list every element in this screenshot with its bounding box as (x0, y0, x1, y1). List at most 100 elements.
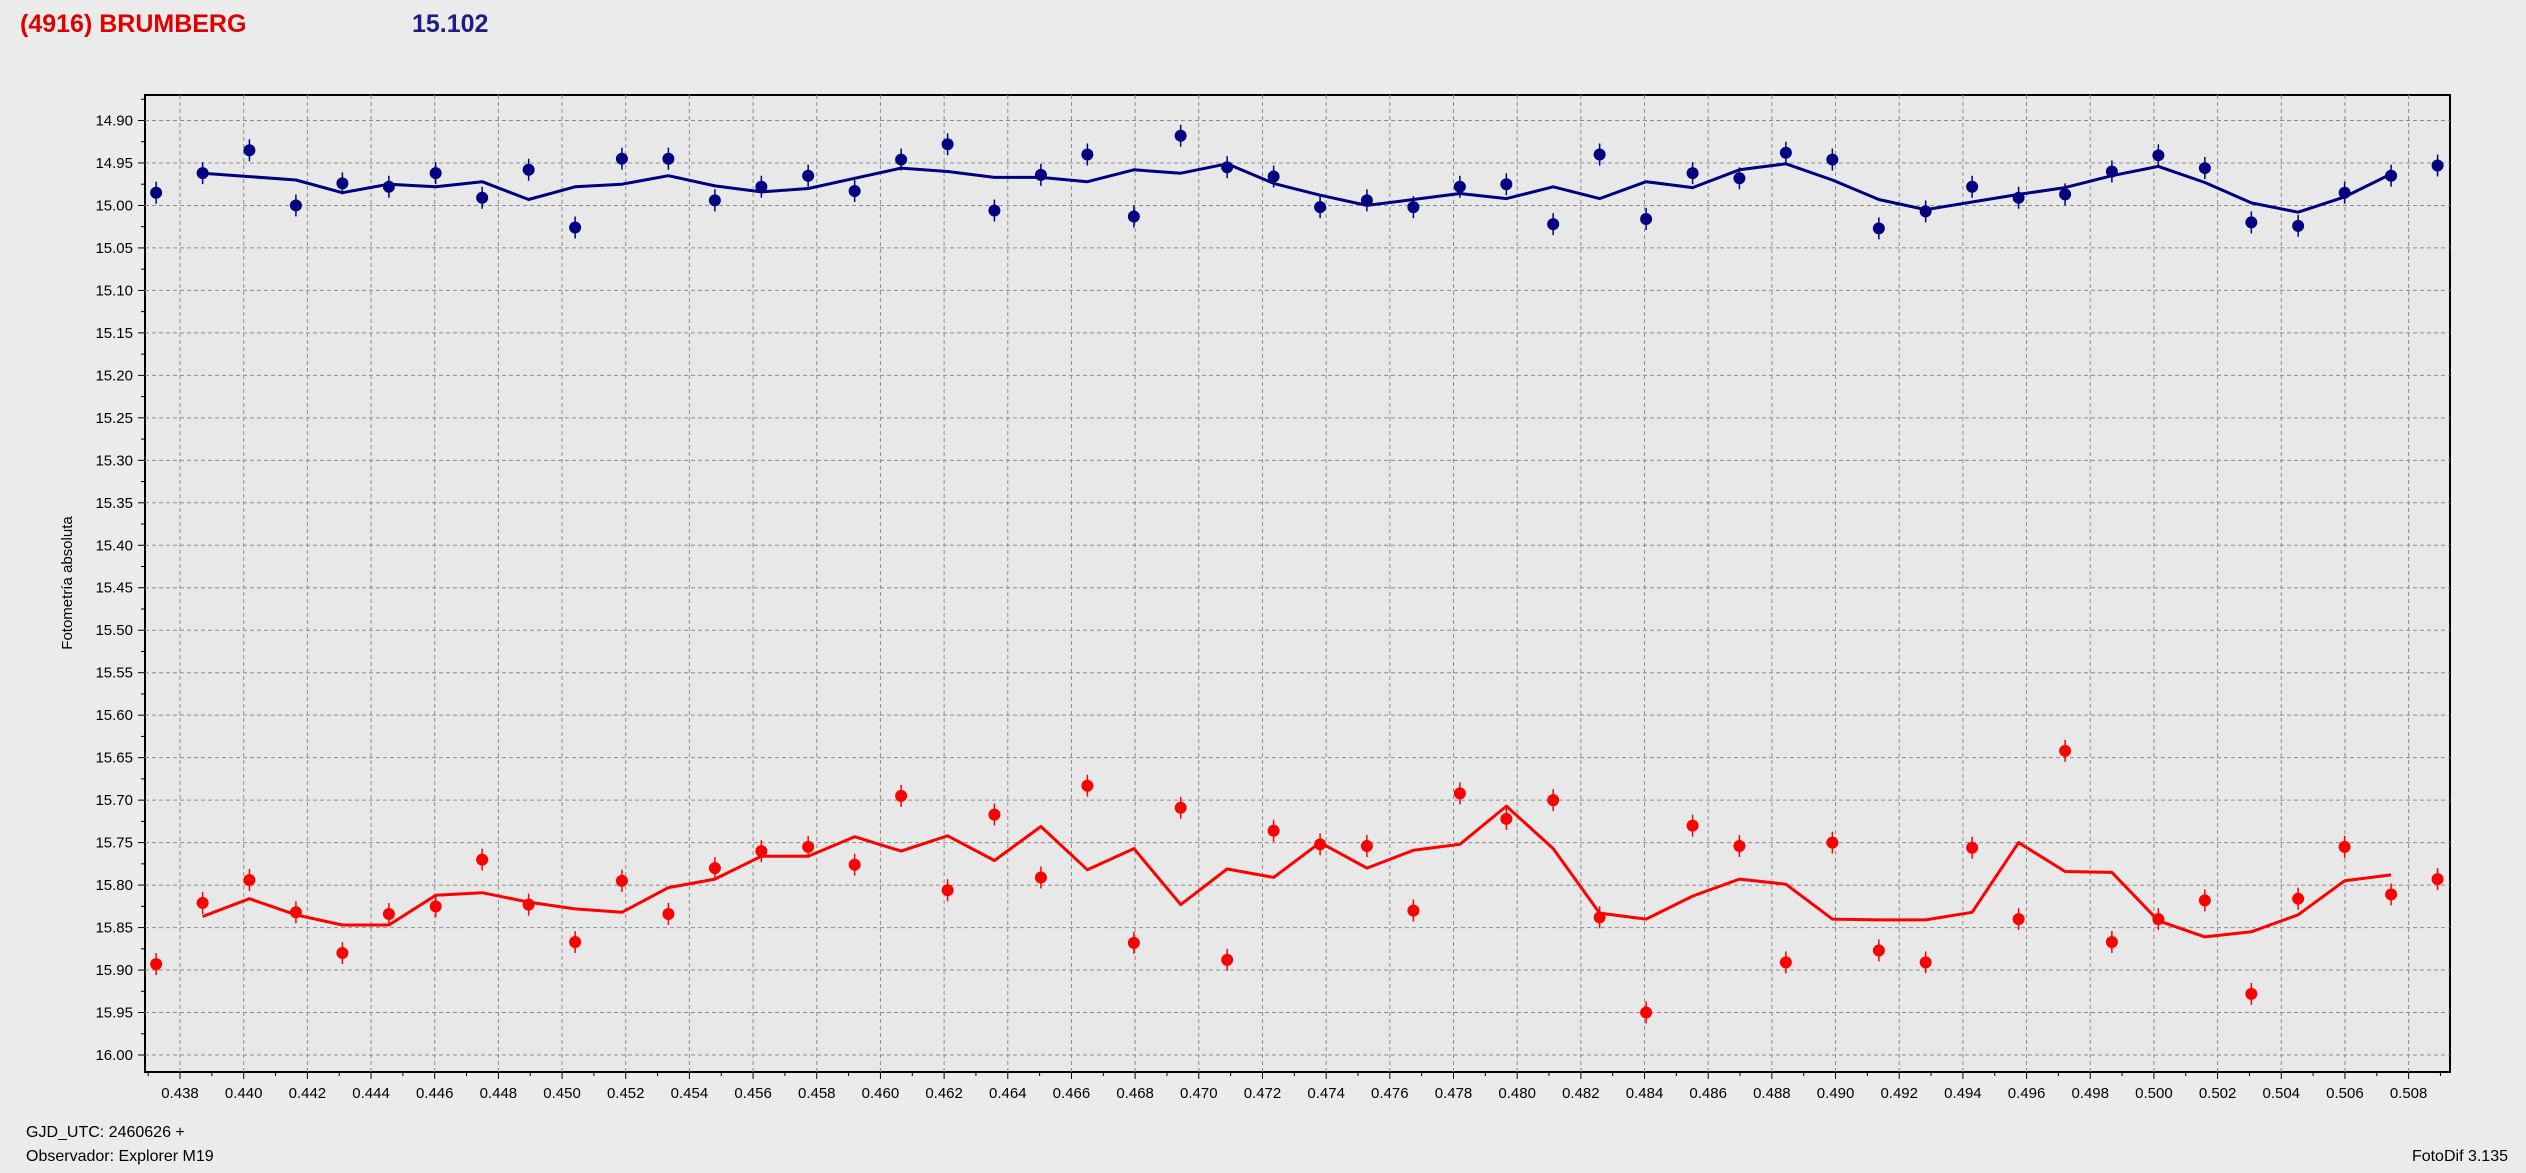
x-tick-label: 0.440 (225, 1085, 263, 1102)
x-tick-label: 0.444 (352, 1085, 390, 1102)
target-data-point (243, 873, 256, 886)
target-data-point (848, 858, 861, 871)
comparison-data-point (1453, 180, 1466, 193)
target-data-point (1081, 779, 1094, 792)
y-tick-label: 15.25 (95, 410, 133, 427)
target-data-point (1547, 794, 1560, 807)
comparison-data-point (662, 152, 675, 165)
target-data-point (1500, 812, 1513, 825)
light-curve-chart: 0.438 0.440 0.442 0.444 0.446 0.448 0.450 0.452… (59, 94, 2451, 1102)
y-tick-label: 15.40 (95, 537, 133, 554)
x-tick-label: 0.454 (671, 1085, 709, 1102)
comparison-data-point (1919, 205, 1932, 218)
comparison-data-point (2152, 149, 2165, 162)
x-tick-label: 0.496 (2008, 1085, 2046, 1102)
target-data-point (2385, 888, 2398, 901)
comparison-data-point (1779, 146, 1792, 159)
comparison-data-point (1733, 172, 1746, 185)
comparison-data-point (2105, 165, 2118, 178)
x-tick-label: 0.464 (989, 1085, 1027, 1102)
x-tick-label: 0.476 (1371, 1085, 1409, 1102)
target-data-point (1640, 1006, 1653, 1019)
target-data-point (1966, 841, 1979, 854)
target-data-point (1174, 801, 1187, 814)
target-data-point (708, 862, 721, 875)
comparison-data-point (1826, 153, 1839, 166)
target-data-point (802, 840, 815, 853)
y-tick-label: 15.60 (95, 707, 133, 724)
x-tick-label: 0.462 (925, 1085, 963, 1102)
x-tick-label: 0.478 (1435, 1085, 1473, 1102)
target-data-point (1826, 836, 1839, 849)
comparison-data-point (522, 163, 535, 176)
y-tick-label: 15.85 (95, 920, 133, 937)
y-tick-label: 15.70 (95, 792, 133, 809)
target-name: (4916) BRUMBERG (20, 10, 247, 38)
comparison-data-point (755, 180, 768, 193)
comparison-data-point (1360, 194, 1373, 207)
comparison-data-point (2338, 186, 2351, 199)
y-tick-label: 15.10 (95, 282, 133, 299)
y-tick-label: 14.95 (95, 155, 133, 172)
x-tick-label: 0.474 (1307, 1085, 1345, 1102)
comparison-data-point (2198, 162, 2211, 175)
mean-magnitude: 15.102 (412, 10, 489, 38)
x-tick-label: 0.484 (1626, 1085, 1664, 1102)
target-data-point (1593, 911, 1606, 924)
target-data-point (1872, 944, 1885, 957)
x-tick-label: 0.460 (862, 1085, 900, 1102)
target-data-point (1919, 956, 1932, 969)
comparison-data-point (1174, 129, 1187, 142)
comparison-data-point (1267, 170, 1280, 183)
comparison-data-point (1686, 167, 1699, 180)
target-data-point (382, 907, 395, 920)
comparison-data-point (1221, 161, 1234, 174)
target-fit-line (202, 804, 2392, 939)
comparison-data-point (2245, 216, 2258, 229)
x-tick-label: 0.508 (2390, 1085, 2428, 1102)
y-tick-label: 15.95 (95, 1005, 133, 1022)
target-data-point (476, 853, 489, 866)
y-tick-label: 15.75 (95, 835, 133, 852)
comparison-fit-line (202, 162, 2392, 214)
y-tick-label: 15.20 (95, 367, 133, 384)
target-data-point (429, 900, 442, 913)
target-data-point (522, 898, 535, 911)
comparison-data-point (1314, 201, 1327, 214)
x-tick-label: 0.492 (1880, 1085, 1918, 1102)
target-data-point (196, 896, 209, 909)
x-tick-label: 0.470 (1180, 1085, 1218, 1102)
target-data-point (2198, 894, 2211, 907)
target-data-point (2431, 873, 2444, 886)
y-tick-label: 15.90 (95, 962, 133, 979)
target-data-point (2338, 840, 2351, 853)
comparison-data-point (802, 169, 815, 182)
x-tick-label: 0.472 (1244, 1085, 1282, 1102)
comparison-data-point (1081, 148, 1094, 161)
y-tick-label: 15.55 (95, 665, 133, 682)
target-data-point (615, 874, 628, 887)
x-tick-label: 0.480 (1498, 1085, 1536, 1102)
comparison-data-point (708, 194, 721, 207)
x-tick-label: 0.468 (1116, 1085, 1154, 1102)
x-tick-label: 0.450 (543, 1085, 581, 1102)
y-axis-label: Fotometría absoluta (59, 516, 76, 650)
comparison-data-point (615, 152, 628, 165)
y-tick-label: 15.50 (95, 622, 133, 639)
y-tick-label: 15.30 (95, 452, 133, 469)
comparison-data-point (1127, 210, 1140, 223)
y-tick-label: 16.00 (95, 1047, 133, 1064)
y-tick-label: 15.65 (95, 750, 133, 767)
comparison-data-point (1034, 168, 1047, 181)
comparison-data-point (1640, 213, 1653, 226)
target-data-point (2245, 987, 2258, 1000)
comparison-data-point (243, 144, 256, 157)
target-data-point (2152, 913, 2165, 926)
target-data-point (988, 808, 1001, 821)
target-data-point (662, 907, 675, 920)
comparison-data-point (476, 191, 489, 204)
software-version: FotoDif 3.135 (2411, 1148, 2508, 1165)
x-tick-label: 0.456 (734, 1085, 772, 1102)
x-tick-label: 0.466 (1053, 1085, 1091, 1102)
target-data-point (2059, 744, 2072, 757)
